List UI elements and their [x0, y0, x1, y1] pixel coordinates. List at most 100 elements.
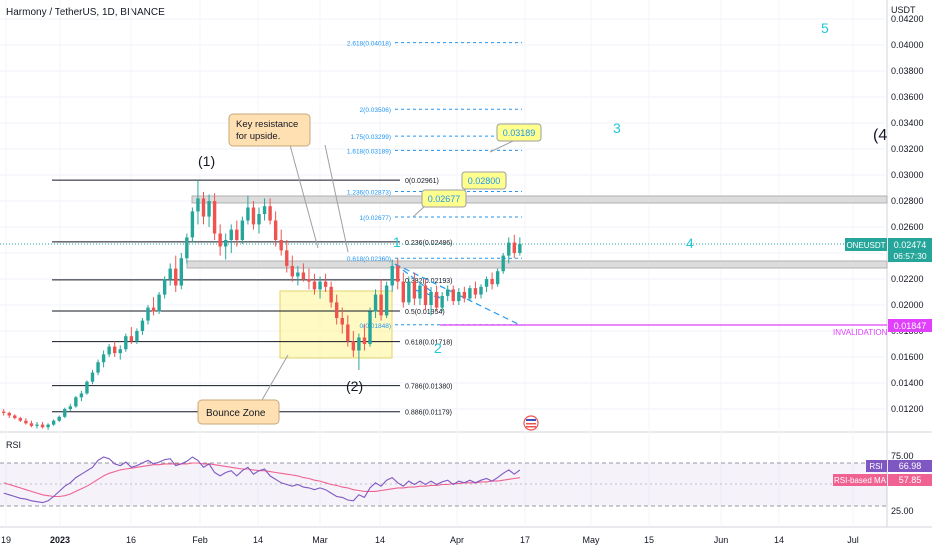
last-price-tag[interactable]: 0.02474 06:57:30: [888, 238, 932, 262]
rsi-ma-value-tag[interactable]: RSI-based MA 57.85: [833, 474, 932, 486]
rsi-line[interactable]: [3, 456, 521, 504]
candle[interactable]: [63, 407, 67, 419]
candle[interactable]: [390, 259, 394, 293]
candle[interactable]: [40, 422, 45, 429]
candle[interactable]: [96, 359, 100, 376]
candle[interactable]: [29, 420, 34, 428]
candle[interactable]: [518, 237, 522, 256]
candle[interactable]: [185, 233, 189, 264]
candle[interactable]: [407, 276, 411, 305]
candle[interactable]: [229, 224, 233, 253]
candle[interactable]: [162, 276, 167, 299]
candle[interactable]: [35, 422, 39, 429]
candle[interactable]: [307, 268, 311, 290]
candle[interactable]: [429, 286, 433, 316]
key-resistance-note[interactable]: Key resistance for upside.: [228, 113, 311, 147]
candle[interactable]: [79, 390, 84, 402]
candle[interactable]: [468, 285, 472, 302]
candle[interactable]: [212, 193, 217, 240]
candle[interactable]: [495, 268, 500, 287]
candle[interactable]: [479, 284, 483, 299]
flag-icon[interactable]: [523, 415, 539, 431]
resistance-zone-upper[interactable]: [191, 195, 888, 204]
candle[interactable]: [124, 333, 128, 352]
candle[interactable]: [190, 207, 195, 243]
candle[interactable]: [490, 272, 494, 290]
wave-label-sub-3[interactable]: 3: [613, 120, 621, 136]
candle[interactable]: [512, 234, 516, 259]
candle[interactable]: [318, 276, 322, 299]
resistance-zone-lower[interactable]: [186, 260, 888, 269]
candle[interactable]: [2, 409, 6, 416]
candle[interactable]: [484, 276, 489, 292]
candle[interactable]: [135, 328, 139, 344]
candle[interactable]: [434, 285, 439, 311]
candle[interactable]: [462, 286, 467, 303]
candle[interactable]: [218, 224, 222, 256]
candle[interactable]: [301, 263, 306, 282]
candle[interactable]: [273, 211, 278, 247]
candle[interactable]: [85, 380, 89, 395]
candle[interactable]: [351, 331, 356, 357]
rsi-ma-line[interactable]: [3, 462, 520, 498]
price-axis-area[interactable]: [887, 0, 932, 550]
candle[interactable]: [235, 220, 239, 247]
candle[interactable]: [362, 324, 367, 351]
candle[interactable]: [246, 195, 250, 225]
candle[interactable]: [507, 237, 511, 264]
rsi-title[interactable]: RSI: [6, 440, 21, 450]
candle[interactable]: [179, 253, 183, 290]
candle[interactable]: [346, 315, 350, 347]
candle[interactable]: [118, 345, 122, 360]
candle[interactable]: [446, 285, 450, 302]
candle[interactable]: [418, 281, 422, 305]
callout-02677[interactable]: 0.02677: [421, 189, 467, 208]
wave-label-sub-4[interactable]: 4: [686, 235, 694, 251]
candle[interactable]: [113, 341, 117, 357]
candle[interactable]: [340, 307, 344, 334]
candle[interactable]: [401, 272, 405, 308]
candle[interactable]: [224, 233, 228, 260]
candle[interactable]: [51, 419, 56, 426]
candle[interactable]: [146, 305, 150, 325]
candle[interactable]: [384, 281, 389, 318]
candle[interactable]: [379, 279, 383, 321]
candle[interactable]: [196, 180, 200, 225]
candle[interactable]: [373, 289, 378, 318]
candle[interactable]: [290, 255, 294, 282]
price-pane[interactable]: [0, 0, 887, 430]
wave-label-sub-2[interactable]: 2: [434, 340, 442, 356]
candle[interactable]: [101, 350, 106, 368]
candle[interactable]: [368, 307, 372, 347]
bounce-zone-note[interactable]: Bounce Zone: [197, 399, 280, 425]
candle[interactable]: [257, 207, 261, 234]
invalidation-price-tag[interactable]: 0.01847: [888, 319, 932, 332]
candle[interactable]: [74, 396, 78, 408]
candle[interactable]: [501, 253, 505, 274]
candle[interactable]: [24, 418, 28, 425]
candle[interactable]: [107, 344, 111, 357]
candle[interactable]: [201, 191, 206, 225]
candle[interactable]: [13, 414, 17, 420]
wave-label-4-major[interactable]: (4: [873, 127, 887, 144]
candle[interactable]: [296, 266, 300, 286]
rsi-value-tag[interactable]: RSI 66.98: [866, 460, 932, 472]
bounce-zone-box[interactable]: [279, 290, 393, 359]
wave-label-sub-1[interactable]: 1: [393, 234, 401, 250]
candle[interactable]: [140, 318, 145, 335]
candle[interactable]: [168, 263, 172, 286]
wave-label-2[interactable]: (2): [346, 378, 363, 394]
callout-03189[interactable]: 0.03189: [496, 123, 542, 142]
candle[interactable]: [323, 273, 328, 292]
candle[interactable]: [312, 273, 317, 295]
candle[interactable]: [335, 294, 339, 325]
candle[interactable]: [279, 229, 283, 256]
candle[interactable]: [174, 255, 178, 292]
candle[interactable]: [329, 281, 333, 308]
rsi-pane[interactable]: RSI 75.00 25.00 50.00 RSI 66.98 RSI-base…: [0, 440, 932, 516]
candle[interactable]: [207, 194, 211, 228]
candle[interactable]: [240, 216, 245, 244]
candle[interactable]: [18, 416, 23, 422]
symbol-price-tag[interactable]: ONEUSDT: [845, 238, 887, 251]
candle[interactable]: [357, 333, 361, 370]
